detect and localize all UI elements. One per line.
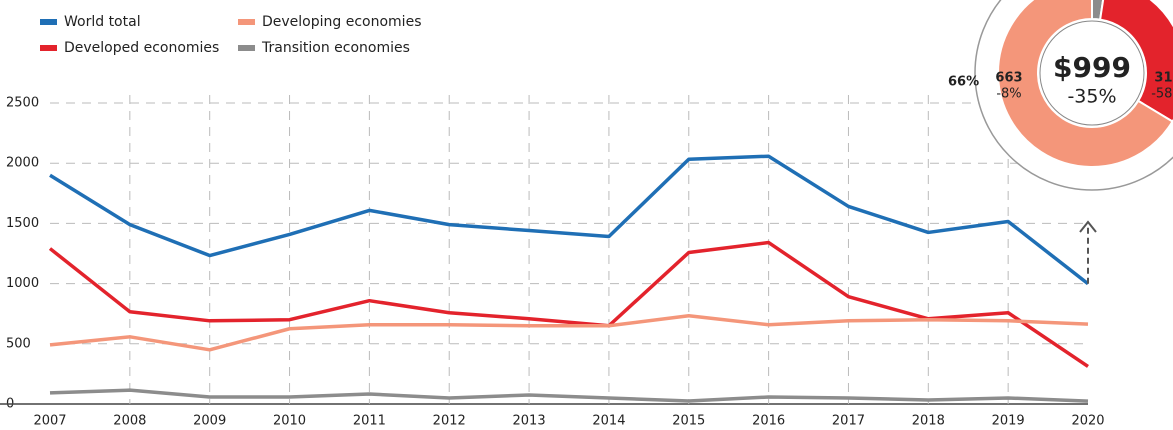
legend-label: Developed economies: [64, 40, 219, 56]
x-tick-label: 2009: [193, 414, 226, 429]
series-line: [49, 154, 1090, 286]
share-label: 66%: [948, 75, 979, 90]
x-tick-label: 2018: [912, 414, 945, 429]
segment-change: -58%: [1151, 87, 1173, 102]
x-tick-label: 2015: [672, 414, 705, 429]
x-tick-label: 2017: [832, 414, 865, 429]
x-tick-label: 2008: [113, 414, 146, 429]
segment-change: -8%: [996, 87, 1021, 102]
x-tick-label: 2011: [353, 414, 386, 429]
x-tick-label: 2014: [592, 414, 625, 429]
donut-hole: [1039, 20, 1145, 126]
donut-segment: [1098, 0, 1173, 123]
center-label: $999: [1053, 51, 1131, 84]
series-line: [49, 388, 1089, 403]
x-tick-label: 2013: [513, 414, 546, 429]
series-line: [48, 240, 1089, 368]
legend-label: Transition economies: [261, 40, 410, 56]
center-sublabel: -35%: [1067, 86, 1116, 108]
y-tick-label: 1500: [6, 216, 39, 231]
legend-swatch: [238, 45, 255, 51]
legend-label: Developing economies: [262, 14, 421, 30]
x-tick-label: 2019: [992, 414, 1025, 429]
legend-swatch: [40, 45, 57, 51]
segment-value: 312: [1154, 71, 1173, 86]
x-tick-label: 2010: [273, 414, 306, 429]
y-tick-label: 2500: [6, 96, 39, 111]
arrow-head: [1079, 220, 1097, 233]
x-tick-label: 2012: [433, 414, 466, 429]
series-line: [49, 313, 1089, 352]
segment-value: 663: [995, 71, 1022, 86]
y-tick-label: 2000: [6, 156, 39, 171]
legend-swatch: [40, 19, 57, 25]
legend-swatch: [238, 19, 255, 25]
y-tick-label: 500: [6, 336, 31, 351]
x-tick-label: 2020: [1071, 414, 1104, 429]
donut-segment: [997, 0, 1173, 168]
legend-label: World total: [64, 14, 141, 30]
x-tick-label: 2007: [33, 414, 66, 429]
y-tick-label: 1000: [6, 276, 39, 291]
x-tick-label: 2016: [752, 414, 785, 429]
